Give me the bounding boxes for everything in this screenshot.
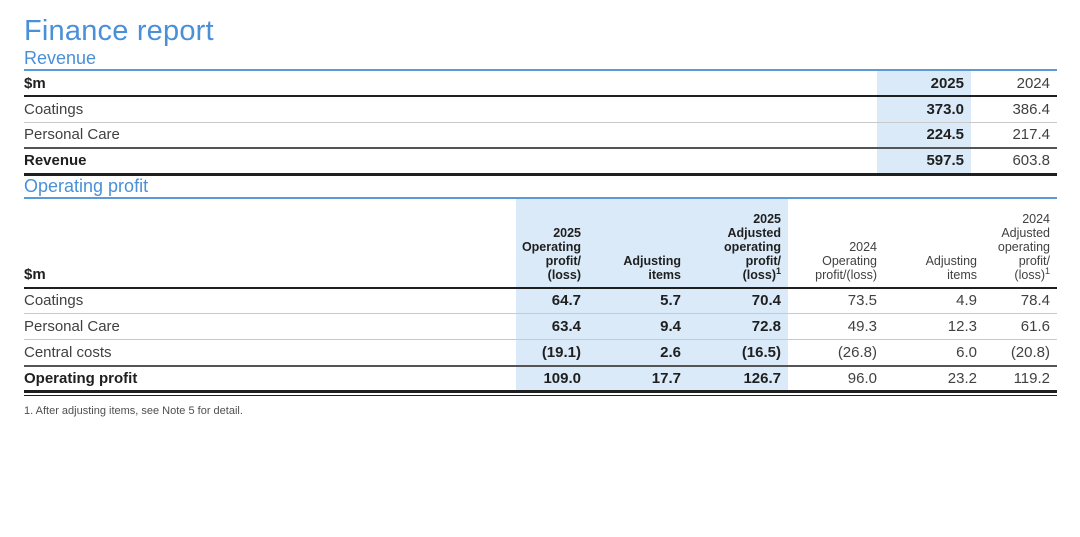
value-cell: 4.9 bbox=[884, 287, 984, 314]
value-cell: (19.1) bbox=[516, 339, 588, 366]
value-cell: 603.8 bbox=[971, 147, 1057, 176]
column-header-2025-adjusted-operating-profit-loss: 2025 Adjusted operating profit/ (loss)1 bbox=[688, 197, 788, 289]
table-row-central-costs: Central costs (19.1) 2.6 (16.5) (26.8) 6… bbox=[24, 339, 1057, 366]
value-cell: 224.5 bbox=[877, 122, 971, 149]
row-label: Personal Care bbox=[24, 313, 516, 340]
table-row-revenue-total: Revenue 597.5 603.8 bbox=[24, 147, 1057, 176]
footnote-ref: 1 bbox=[1044, 265, 1050, 276]
row-label: Central costs bbox=[24, 339, 516, 366]
column-header-2024-adjusted-operating-profit-loss: 2024 Adjusted operating profit/ (loss)1 bbox=[984, 197, 1057, 289]
table-row-coatings: Coatings 64.7 5.7 70.4 73.5 4.9 78.4 bbox=[24, 287, 1057, 314]
section-heading-revenue: Revenue bbox=[24, 48, 97, 68]
operating-profit-table: $m 2025 Operating profit/ (loss) Adjusti… bbox=[24, 196, 1057, 393]
value-cell: (20.8) bbox=[984, 339, 1057, 366]
unit-label: $m bbox=[24, 70, 877, 97]
page-title: Finance report bbox=[24, 15, 214, 47]
section-heading-operating-profit: Operating profit bbox=[24, 175, 149, 196]
value-cell: 9.4 bbox=[588, 313, 688, 340]
value-cell: (26.8) bbox=[788, 339, 884, 366]
value-cell: 386.4 bbox=[971, 96, 1057, 123]
unit-label: $m bbox=[24, 197, 516, 289]
row-label: Personal Care bbox=[24, 122, 877, 149]
row-label: Coatings bbox=[24, 287, 516, 314]
row-label: Coatings bbox=[24, 96, 877, 123]
footnote-ref: 1 bbox=[775, 265, 781, 276]
table-row-operating-profit-total: Operating profit 109.0 17.7 126.7 96.0 2… bbox=[24, 364, 1057, 393]
finance-report-page: Finance report Revenue $m 2025 2024 Coat… bbox=[24, 15, 1057, 417]
value-cell: 63.4 bbox=[516, 313, 588, 340]
value-cell: 78.4 bbox=[984, 287, 1057, 314]
table-row-personal-care: Personal Care 63.4 9.4 72.8 49.3 12.3 61… bbox=[24, 313, 1057, 340]
value-cell: 109.0 bbox=[516, 364, 588, 393]
value-cell: (16.5) bbox=[688, 339, 788, 366]
value-cell: 70.4 bbox=[688, 287, 788, 314]
revenue-table: $m 2025 2024 Coatings 373.0 386.4 Person… bbox=[24, 69, 1057, 176]
column-header-2024: 2024 bbox=[971, 70, 1057, 97]
value-cell: 12.3 bbox=[884, 313, 984, 340]
row-label: Operating profit bbox=[24, 364, 516, 393]
value-cell: 64.7 bbox=[516, 287, 588, 314]
value-cell: 597.5 bbox=[877, 147, 971, 176]
value-cell: 5.7 bbox=[588, 287, 688, 314]
value-cell: 217.4 bbox=[971, 122, 1057, 149]
value-cell: 72.8 bbox=[688, 313, 788, 340]
revenue-header-row: $m 2025 2024 bbox=[24, 70, 1057, 97]
value-cell: 96.0 bbox=[788, 364, 884, 393]
value-cell: 23.2 bbox=[884, 364, 984, 393]
table-bottom-rule bbox=[24, 395, 1057, 396]
value-cell: 17.7 bbox=[588, 364, 688, 393]
value-cell: 49.3 bbox=[788, 313, 884, 340]
column-header-2024-operating-profit-loss: 2024 Operating profit/(loss) bbox=[788, 197, 884, 289]
value-cell: 119.2 bbox=[984, 364, 1057, 393]
value-cell: 373.0 bbox=[877, 96, 971, 123]
column-header-2025-adjusting-items: Adjusting items bbox=[588, 197, 688, 289]
value-cell: 6.0 bbox=[884, 339, 984, 366]
value-cell: 73.5 bbox=[788, 287, 884, 314]
operating-header-row: $m 2025 Operating profit/ (loss) Adjusti… bbox=[24, 197, 1057, 289]
row-label: Revenue bbox=[24, 147, 877, 176]
table-row-coatings: Coatings 373.0 386.4 bbox=[24, 96, 1057, 123]
column-header-2025: 2025 bbox=[877, 70, 971, 97]
column-header-2024-adjusting-items: Adjusting items bbox=[884, 197, 984, 289]
value-cell: 126.7 bbox=[688, 364, 788, 393]
value-cell: 2.6 bbox=[588, 339, 688, 366]
value-cell: 61.6 bbox=[984, 313, 1057, 340]
footnote: 1. After adjusting items, see Note 5 for… bbox=[24, 405, 243, 417]
table-row-personal-care: Personal Care 224.5 217.4 bbox=[24, 122, 1057, 149]
column-header-2025-operating-profit-loss: 2025 Operating profit/ (loss) bbox=[516, 197, 588, 289]
